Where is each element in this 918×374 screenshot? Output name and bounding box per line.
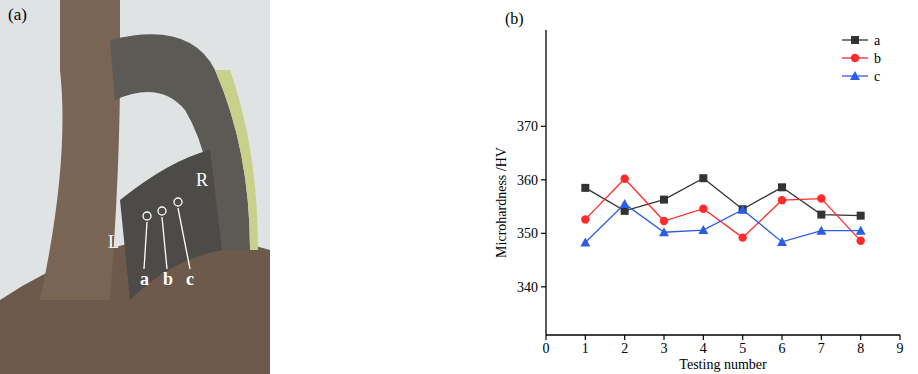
data-point — [777, 237, 787, 246]
x-tick-label: 0 — [543, 341, 550, 356]
data-point — [739, 205, 747, 213]
legend: abc — [842, 33, 881, 84]
y-tick — [541, 126, 546, 127]
data-point — [817, 211, 825, 219]
data-point — [698, 225, 708, 234]
pointer-arrow — [178, 208, 190, 269]
photo-panel: (a) L Rabc — [0, 0, 270, 374]
data-point — [621, 207, 629, 215]
data-point — [660, 217, 668, 225]
point-label: a — [140, 269, 149, 289]
test-point — [143, 212, 151, 220]
x-tick — [703, 335, 704, 340]
legend-label: a — [874, 33, 881, 48]
x-tick — [899, 335, 900, 340]
hub — [40, 0, 120, 300]
x-tick — [860, 335, 861, 340]
x-tick — [821, 335, 822, 340]
blade-edge — [215, 70, 258, 250]
x-tick-label: 5 — [739, 341, 746, 356]
x-tick-label: 6 — [779, 341, 786, 356]
y-axis-title: Microhardness /HV — [494, 147, 509, 258]
data-point — [738, 205, 748, 214]
test-point — [174, 198, 182, 206]
data-point — [699, 174, 707, 182]
series-line — [585, 178, 860, 215]
data-point — [857, 212, 865, 220]
x-tick — [663, 335, 664, 340]
x-tick — [781, 335, 782, 340]
x-tick — [585, 335, 586, 340]
legend-label: b — [874, 51, 881, 66]
legend-marker — [851, 36, 859, 44]
series-line — [585, 204, 860, 243]
data-point — [620, 199, 630, 208]
data-point — [581, 215, 589, 223]
x-tick-label: 9 — [897, 341, 904, 356]
x-tick-label: 2 — [621, 341, 628, 356]
figure: (a)LRabc(b)3403503603700123456789Testing… — [0, 0, 918, 374]
data-point — [660, 196, 668, 204]
test-point — [158, 207, 166, 215]
data-point — [778, 196, 786, 204]
y-tick-label: 360 — [517, 173, 538, 188]
data-point — [816, 226, 826, 235]
x-axis — [546, 334, 900, 335]
x-tick-label: 7 — [818, 341, 825, 356]
data-point — [738, 233, 746, 241]
panel-label: (a) — [8, 5, 27, 24]
x-tick-label: 3 — [661, 341, 668, 356]
x-tick — [742, 335, 743, 340]
y-tick — [541, 286, 546, 287]
photo-background — [0, 0, 270, 374]
x-tick — [545, 335, 546, 340]
y-tick-label: 340 — [517, 280, 538, 295]
y-tick — [541, 179, 546, 180]
x-tick-label: 4 — [700, 341, 707, 356]
data-point — [856, 237, 864, 245]
y-tick-label: 350 — [517, 226, 538, 241]
legend-marker — [850, 71, 860, 80]
y-axis — [545, 30, 546, 335]
x-tick — [624, 335, 625, 340]
x-tick-label: 8 — [857, 341, 864, 356]
panel-label: (b) — [505, 10, 524, 28]
data-point — [778, 183, 786, 191]
data-point — [620, 175, 628, 183]
side-label: L — [108, 232, 119, 252]
plot-area — [580, 174, 865, 246]
pointer-arrow — [162, 217, 167, 269]
legend-label: c — [874, 69, 880, 84]
data-point — [659, 227, 669, 236]
chart-panel: (b) 340 350 360 370 0 1 2 3 4 5 6 7 8 9 Testing number M… — [494, 10, 904, 372]
series-line — [585, 179, 860, 241]
blade-face — [120, 150, 222, 300]
point-label: b — [163, 269, 173, 289]
x-axis-title: Testing number — [679, 357, 767, 372]
side-label: R — [196, 170, 208, 190]
point-label: c — [186, 269, 194, 289]
y-tick-label: 370 — [517, 119, 538, 134]
data-point — [856, 226, 866, 235]
x-tick-label: 1 — [582, 341, 589, 356]
legend-marker — [851, 54, 859, 62]
data-point — [581, 184, 589, 192]
pointer-arrow — [144, 222, 147, 269]
data-point — [699, 205, 707, 213]
y-tick — [541, 233, 546, 234]
data-point — [817, 194, 825, 202]
data-point — [580, 237, 590, 246]
